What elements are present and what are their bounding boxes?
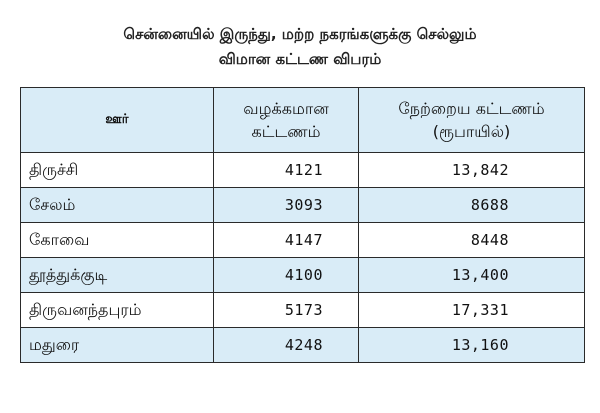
cell-usual-fare: 4100 xyxy=(213,257,359,293)
title-line-1: சென்னையில் இருந்து, மற்ற நகரங்களுக்கு செ… xyxy=(123,25,477,43)
header-yesterday-fare-line-1: நேற்றைய கட்டணம் xyxy=(398,99,545,118)
cell-city: மதுரை xyxy=(20,327,214,363)
page-title: சென்னையில் இருந்து, மற்ற நகரங்களுக்கு செ… xyxy=(0,22,600,72)
cell-yesterday-fare: 13,400 xyxy=(358,257,585,293)
table-row: சேலம் 3093 8688 xyxy=(20,187,585,223)
cell-yesterday-fare: 13,842 xyxy=(358,152,585,188)
fare-table: ஊர் வழக்கமான கட்டணம் நேற்றைய கட்டணம் (ரூ… xyxy=(20,87,585,363)
cell-city: திருவனந்தபுரம் xyxy=(20,292,214,328)
cell-yesterday-fare: 8688 xyxy=(358,187,585,223)
table-row: திருச்சி 4121 13,842 xyxy=(20,152,585,188)
header-usual-fare-line-2: கட்டணம் xyxy=(251,122,321,141)
header-usual-fare-line-1: வழக்கமான xyxy=(243,99,329,118)
cell-usual-fare: 4147 xyxy=(213,222,359,258)
cell-usual-fare: 5173 xyxy=(213,292,359,328)
table-row: கோவை 4147 8448 xyxy=(20,222,585,258)
cell-city: கோவை xyxy=(20,222,214,258)
header-yesterday-fare: நேற்றைய கட்டணம் (ரூபாயில்) xyxy=(358,87,585,153)
table-row: திருவனந்தபுரம் 5173 17,331 xyxy=(20,292,585,328)
table-row: தூத்துக்குடி 4100 13,400 xyxy=(20,257,585,293)
header-yesterday-fare-line-2: (ரூபாயில்) xyxy=(432,122,511,141)
header-usual-fare: வழக்கமான கட்டணம் xyxy=(213,87,359,153)
cell-usual-fare: 4121 xyxy=(213,152,359,188)
cell-yesterday-fare: 13,160 xyxy=(358,327,585,363)
table-header-row: ஊர் வழக்கமான கட்டணம் நேற்றைய கட்டணம் (ரூ… xyxy=(20,87,585,153)
title-line-2: விமான கட்டண விபரம் xyxy=(218,50,382,68)
header-city: ஊர் xyxy=(20,87,214,153)
cell-city: சேலம் xyxy=(20,187,214,223)
cell-usual-fare: 4248 xyxy=(213,327,359,363)
cell-city: திருச்சி xyxy=(20,152,214,188)
cell-usual-fare: 3093 xyxy=(213,187,359,223)
table-row: மதுரை 4248 13,160 xyxy=(20,327,585,363)
cell-yesterday-fare: 8448 xyxy=(358,222,585,258)
cell-yesterday-fare: 17,331 xyxy=(358,292,585,328)
cell-city: தூத்துக்குடி xyxy=(20,257,214,293)
